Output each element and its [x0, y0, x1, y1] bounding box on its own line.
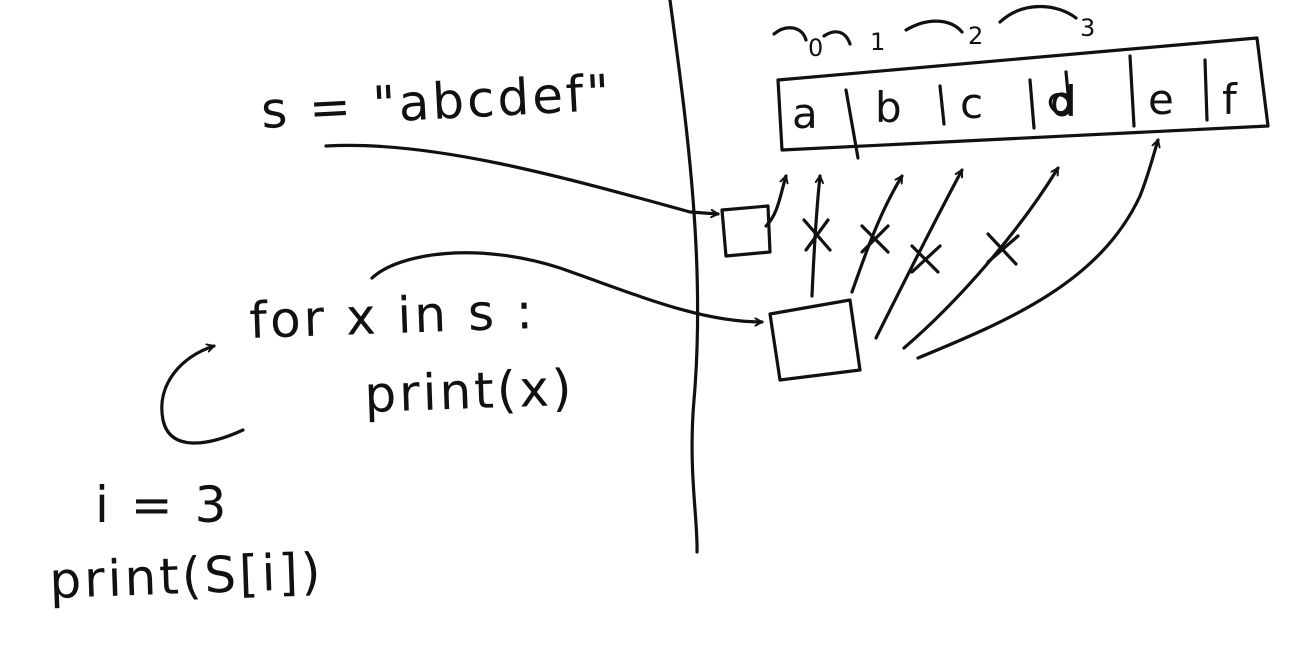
loop-back-arrow	[160, 346, 245, 445]
cell-divider	[1128, 54, 1136, 128]
string-cell-b: b	[875, 83, 902, 132]
iterator-x-box	[768, 298, 862, 382]
divider-line	[668, 0, 700, 554]
index-step-arrow	[822, 30, 852, 46]
cross-mark	[860, 224, 890, 254]
index-step-arrow	[772, 26, 808, 42]
cross-mark	[986, 232, 1020, 266]
index-label-2: 2	[968, 22, 983, 50]
string-cell-e: e	[1148, 75, 1174, 124]
cell-divider	[1203, 58, 1209, 122]
index-label-1: 1	[870, 28, 885, 56]
string-assignment-text: s = "abcdef"	[260, 64, 614, 140]
variable-s-box	[720, 204, 772, 258]
string-cell-d: d	[1050, 77, 1077, 126]
s-reference-arrow	[324, 143, 720, 214]
s-to-cell-arrow	[764, 174, 786, 228]
index-label-3: 3	[1080, 14, 1095, 42]
index-step-arrow	[904, 19, 964, 34]
for-loop-body-text: print(x)	[363, 359, 575, 424]
d-cell-scribble	[1048, 70, 1072, 116]
cell-divider	[1028, 78, 1036, 130]
cross-mark	[802, 218, 832, 252]
cell-divider	[938, 84, 946, 126]
index-label-0: 0	[808, 34, 823, 62]
index-step-arrow	[998, 4, 1078, 24]
string-cell-f: f	[1222, 75, 1238, 124]
x-reference-arrow	[370, 251, 764, 322]
string-cell-a: a	[792, 89, 818, 138]
cell-divider	[844, 88, 860, 160]
string-cell-c: c	[960, 79, 983, 128]
for-loop-header-text: for x in s :	[248, 282, 536, 350]
array-outline	[776, 36, 1270, 152]
iterator-arrow-b	[850, 174, 904, 294]
iterator-arrow-c	[874, 168, 964, 340]
iterator-arrow-e	[916, 138, 1158, 360]
cross-mark	[910, 244, 942, 274]
index-assignment-text: i = 3	[95, 476, 229, 534]
index-print-text: print(S[i])	[48, 542, 324, 610]
string-array-box	[776, 36, 1270, 160]
